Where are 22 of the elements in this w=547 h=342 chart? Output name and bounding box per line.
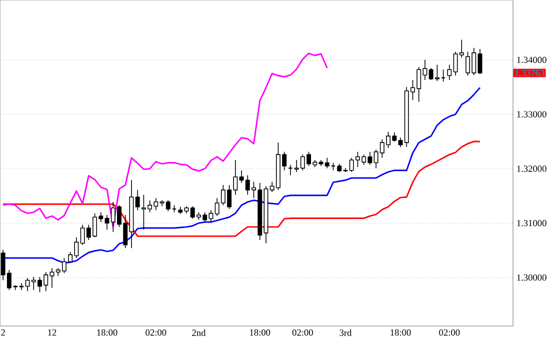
x-tick-label: 18:00 [250,329,270,336]
x-tick-label: 02:00 [146,329,166,336]
y-tick-label: 1.30000 [517,274,546,281]
candlestick [447,64,452,80]
x-tick-label: 02:00 [292,329,313,336]
x-tick-label: 3rd [340,329,352,336]
text: 1.33763 [515,70,544,76]
y-tick-label: 1.34000 [517,56,546,64]
candlestick [478,48,482,74]
line-series [2,52,328,228]
x-tick-label: 02:00 [439,329,460,336]
y-tick-label: 1.32000 [517,166,546,172]
candlestick [324,157,330,169]
x-tick-label: 2nd [192,329,206,336]
x-tick-label: 2 [1,329,5,336]
x-tick-label: 18:00 [97,329,118,336]
x-tick-label: 12 [48,329,56,336]
x-tick-label: 18:00 [390,329,411,336]
candlestick [135,190,140,210]
y-tick-label: 1.33000 [517,111,546,118]
y-tick-label: 1.31000 [517,220,546,226]
candlestick [288,164,293,176]
